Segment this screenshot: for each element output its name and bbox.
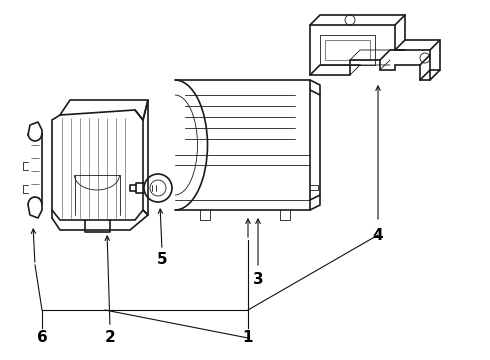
Text: 6: 6 [37,330,48,346]
Text: 5: 5 [157,252,167,267]
Text: 3: 3 [253,273,263,288]
Text: 2: 2 [105,330,115,346]
Text: 4: 4 [373,228,383,243]
Text: 1: 1 [243,330,253,346]
